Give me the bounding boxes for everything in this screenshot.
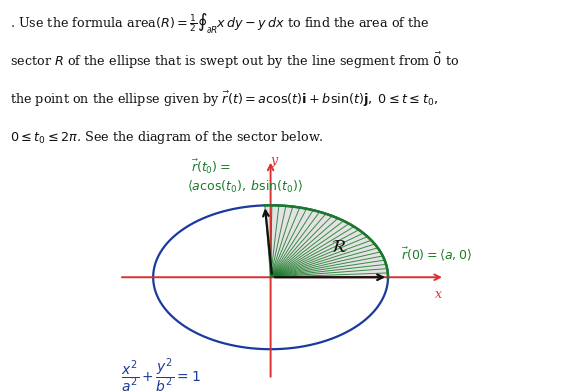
Text: $0 \leq t_0 \leq 2\pi$. See the diagram of the sector below.: $0 \leq t_0 \leq 2\pi$. See the diagram … [10,129,324,146]
Text: $\mathcal{R}$: $\mathcal{R}$ [331,239,348,256]
Polygon shape [265,205,388,277]
Text: . Use the formula area$(R) = \frac{1}{2} \oint_{\partial R} x\,dy - y\,dx$ to fi: . Use the formula area$(R) = \frac{1}{2}… [10,12,430,36]
Text: $\vec{r}(t_0) =$: $\vec{r}(t_0) =$ [191,158,231,176]
Text: y: y [271,154,278,167]
Text: $\vec{r}(0) = \langle a, 0\rangle$: $\vec{r}(0) = \langle a, 0\rangle$ [401,246,472,263]
Text: sector $R$ of the ellipse that is swept out by the line segment from $\vec{0}$ t: sector $R$ of the ellipse that is swept … [10,50,460,71]
Text: $\dfrac{x^2}{a^2} + \dfrac{y^2}{b^2} = 1$: $\dfrac{x^2}{a^2} + \dfrac{y^2}{b^2} = 1… [121,357,200,391]
Text: x: x [435,288,442,301]
Text: $\langle a\cos(t_0),\; b\sin(t_0)\rangle$: $\langle a\cos(t_0),\; b\sin(t_0)\rangle… [187,179,303,195]
Text: the point on the ellipse given by $\vec{r}(t) = a\cos(t)\mathbf{i} + b\sin(t)\ma: the point on the ellipse given by $\vec{… [10,90,438,109]
